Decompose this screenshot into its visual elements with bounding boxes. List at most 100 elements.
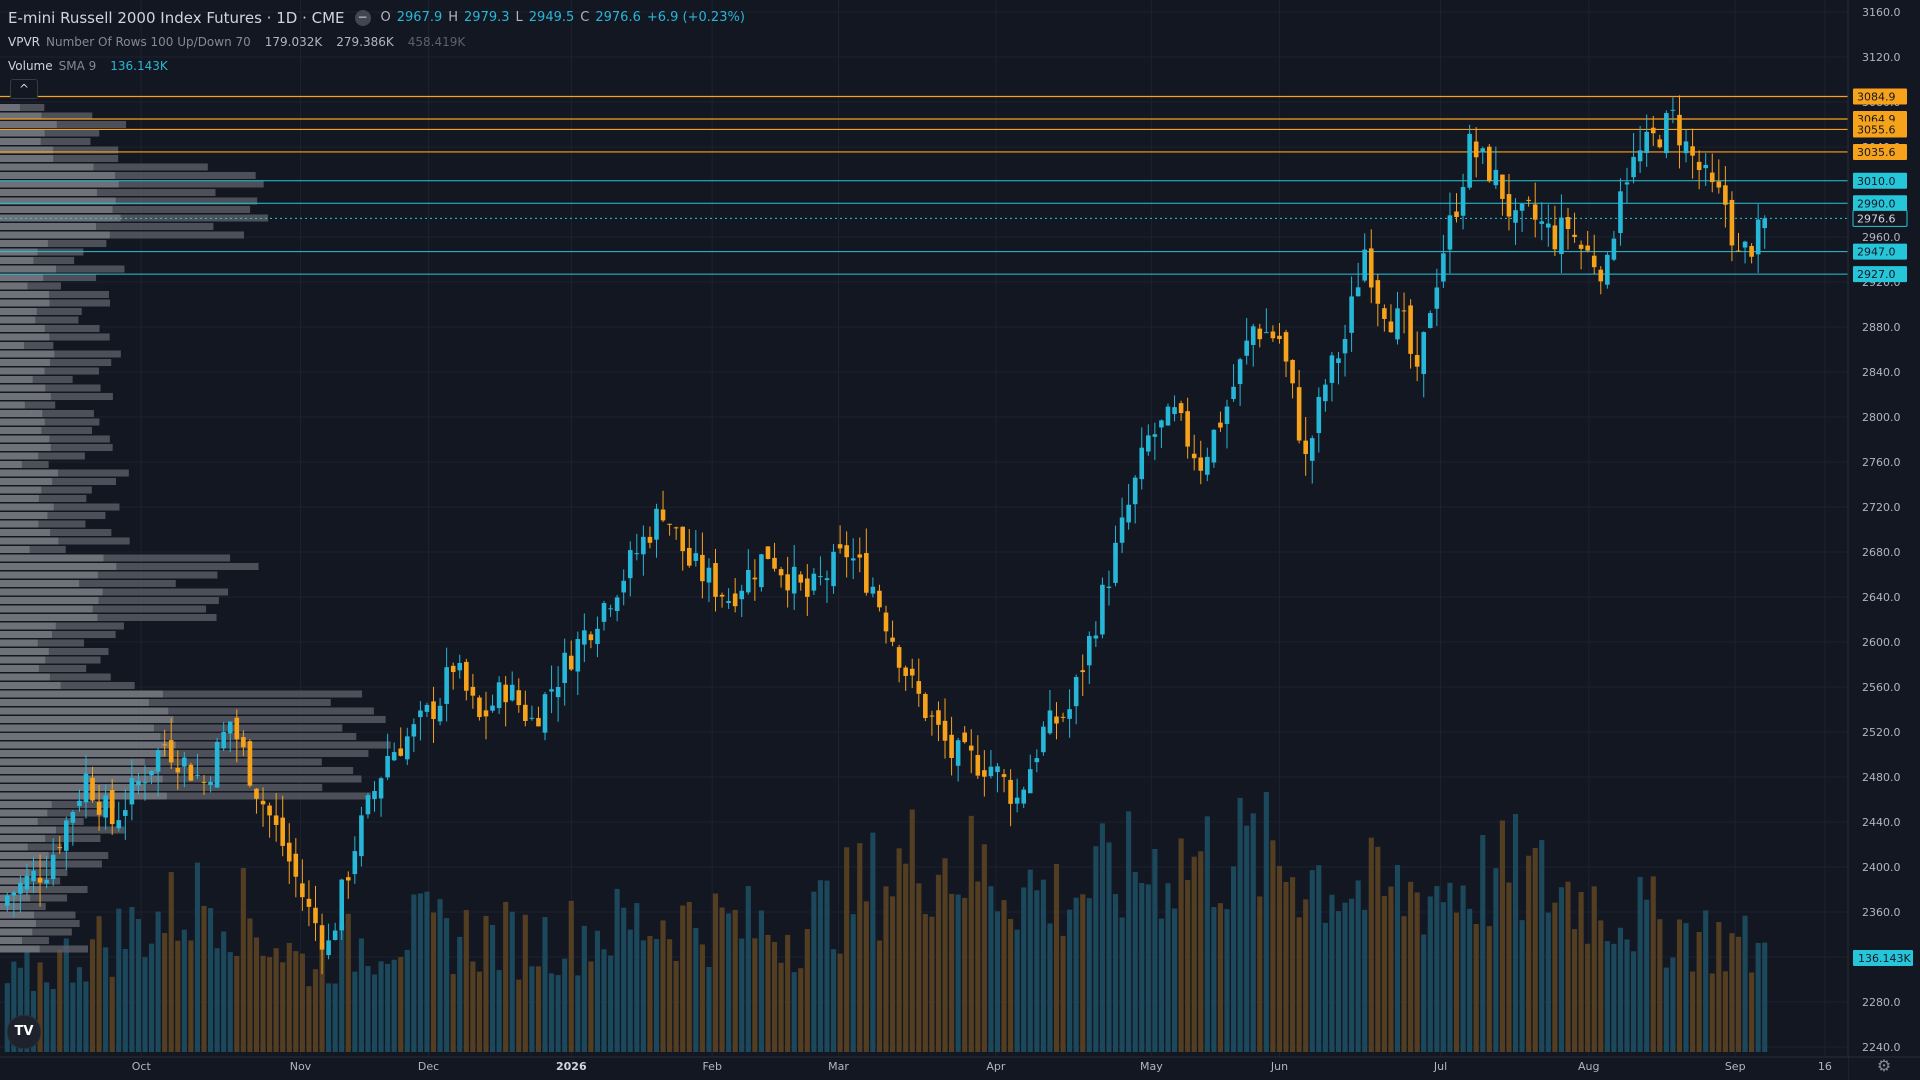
- candle[interactable]: [247, 741, 253, 786]
- candle[interactable]: [411, 724, 417, 737]
- candle[interactable]: [332, 930, 338, 940]
- candle[interactable]: [1205, 456, 1210, 475]
- candle[interactable]: [1473, 141, 1479, 158]
- candle[interactable]: [503, 684, 508, 703]
- candle[interactable]: [1500, 174, 1505, 199]
- candle[interactable]: [1749, 246, 1754, 257]
- candle[interactable]: [241, 737, 246, 748]
- candle[interactable]: [1296, 387, 1302, 441]
- candle[interactable]: [1650, 127, 1656, 134]
- candle[interactable]: [300, 883, 305, 898]
- candle[interactable]: [1427, 313, 1433, 329]
- candle[interactable]: [627, 550, 633, 579]
- candle[interactable]: [1598, 269, 1604, 282]
- candle[interactable]: [1080, 670, 1086, 673]
- candle[interactable]: [273, 815, 279, 825]
- candle[interactable]: [660, 509, 666, 521]
- candle[interactable]: [1546, 223, 1551, 228]
- candle[interactable]: [549, 689, 554, 692]
- candle[interactable]: [1047, 710, 1053, 734]
- candle[interactable]: [50, 854, 56, 880]
- candle[interactable]: [719, 594, 725, 597]
- candle[interactable]: [168, 740, 174, 763]
- candle[interactable]: [1742, 241, 1748, 248]
- candle[interactable]: [155, 750, 161, 772]
- candle[interactable]: [391, 752, 397, 761]
- candle[interactable]: [1670, 109, 1676, 111]
- candle[interactable]: [1716, 181, 1722, 188]
- candle[interactable]: [1100, 584, 1105, 635]
- candle[interactable]: [595, 628, 600, 644]
- candle[interactable]: [1283, 332, 1289, 362]
- candle[interactable]: [1736, 250, 1741, 252]
- candle[interactable]: [1021, 789, 1027, 804]
- candle[interactable]: [352, 851, 358, 875]
- candle[interactable]: [1395, 308, 1400, 340]
- candle[interactable]: [208, 781, 213, 786]
- candle[interactable]: [1159, 420, 1164, 428]
- candle[interactable]: [1605, 254, 1610, 285]
- candle[interactable]: [608, 608, 613, 610]
- candle[interactable]: [726, 601, 731, 604]
- candle[interactable]: [385, 755, 390, 778]
- symbol-title[interactable]: E-mini Russell 2000 Index Futures · 1D ·…: [8, 9, 345, 27]
- candle[interactable]: [1467, 133, 1472, 188]
- candle[interactable]: [1532, 204, 1538, 220]
- candle[interactable]: [988, 766, 994, 777]
- candle[interactable]: [1172, 407, 1177, 415]
- candle[interactable]: [614, 597, 620, 612]
- candle[interactable]: [1034, 758, 1040, 763]
- candle[interactable]: [1323, 384, 1328, 402]
- candle[interactable]: [1198, 457, 1204, 471]
- vpvr-row[interactable]: VPVR Number Of Rows 100 Up/Down 70 179.0…: [8, 30, 745, 54]
- candle[interactable]: [883, 612, 889, 632]
- candle[interactable]: [1709, 172, 1715, 183]
- candle[interactable]: [1388, 321, 1394, 333]
- candle[interactable]: [313, 907, 318, 924]
- candle[interactable]: [1441, 253, 1446, 282]
- candle[interactable]: [601, 603, 607, 622]
- candle[interactable]: [536, 718, 541, 727]
- candle[interactable]: [831, 551, 836, 587]
- candle[interactable]: [896, 647, 902, 668]
- candle[interactable]: [280, 817, 285, 846]
- candle[interactable]: [372, 791, 377, 800]
- price-level-tag[interactable]: [1853, 243, 1907, 260]
- candle[interactable]: [1277, 335, 1282, 340]
- candle[interactable]: [136, 780, 141, 786]
- candle[interactable]: [1723, 185, 1728, 205]
- candle[interactable]: [1191, 453, 1197, 459]
- candle[interactable]: [818, 576, 823, 578]
- candle[interactable]: [359, 815, 364, 857]
- candle[interactable]: [1316, 396, 1322, 434]
- candle[interactable]: [745, 569, 751, 593]
- candle[interactable]: [975, 755, 981, 776]
- candle[interactable]: [1677, 114, 1682, 146]
- candle[interactable]: [457, 662, 463, 671]
- candle[interactable]: [634, 553, 640, 555]
- settings-gear-icon[interactable]: ⚙: [1876, 1056, 1892, 1075]
- candle[interactable]: [254, 788, 259, 799]
- candle[interactable]: [949, 734, 954, 758]
- candle[interactable]: [398, 748, 404, 756]
- candle[interactable]: [418, 710, 423, 718]
- candle[interactable]: [116, 820, 122, 829]
- candle[interactable]: [37, 877, 43, 883]
- candle[interactable]: [1211, 429, 1217, 463]
- candle[interactable]: [214, 741, 220, 788]
- candle[interactable]: [700, 554, 705, 582]
- candle[interactable]: [713, 563, 718, 597]
- candle[interactable]: [542, 694, 548, 733]
- candle[interactable]: [201, 781, 207, 783]
- candle[interactable]: [450, 665, 456, 673]
- candle[interactable]: [1447, 215, 1453, 250]
- candle[interactable]: [1762, 218, 1768, 229]
- candle[interactable]: [752, 577, 758, 580]
- candle[interactable]: [1329, 355, 1335, 383]
- candle[interactable]: [188, 764, 194, 781]
- candle[interactable]: [182, 757, 187, 767]
- candle[interactable]: [1480, 148, 1486, 153]
- candle[interactable]: [1454, 211, 1459, 218]
- candle[interactable]: [1146, 435, 1151, 452]
